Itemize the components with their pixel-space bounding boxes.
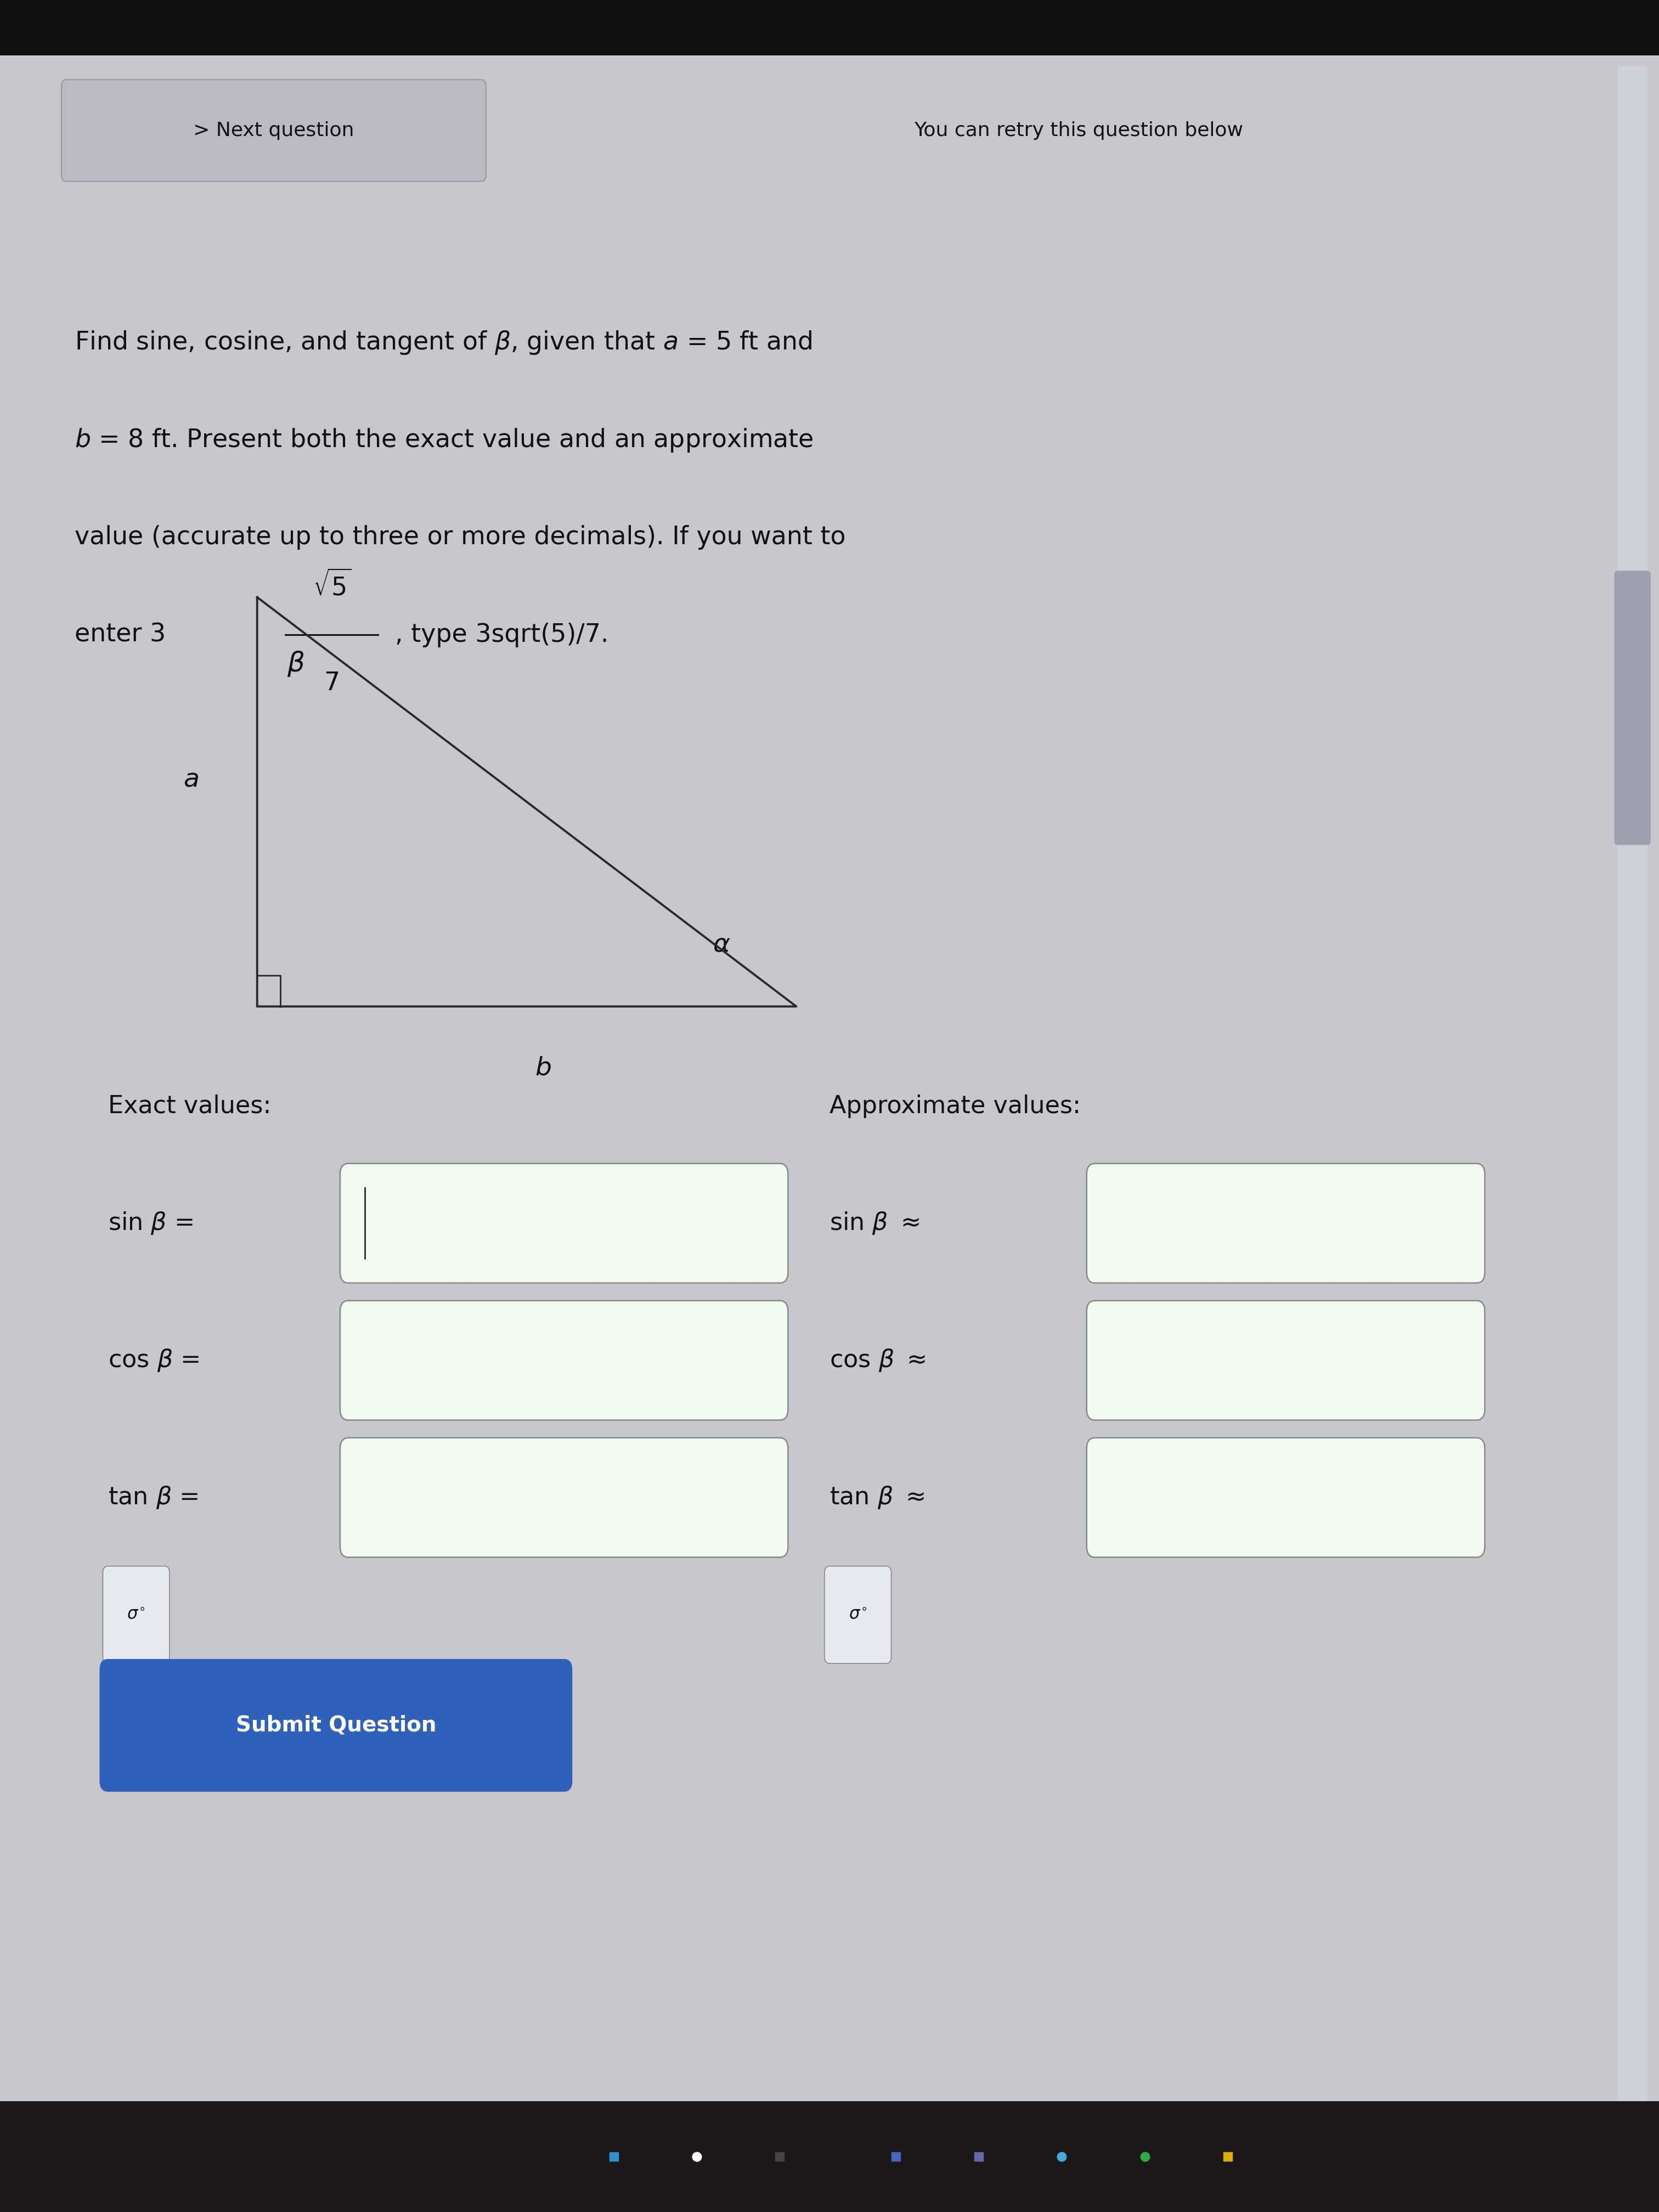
Text: $b$ = 8 ft. Present both the exact value and an approximate: $b$ = 8 ft. Present both the exact value… bbox=[75, 427, 813, 453]
Bar bbox=[0, 0, 1659, 55]
Text: $b$: $b$ bbox=[536, 1055, 551, 1082]
Text: $a$: $a$ bbox=[182, 768, 199, 792]
Text: Find sine, cosine, and tangent of $\beta$, given that $a$ = 5 ft and: Find sine, cosine, and tangent of $\beta… bbox=[75, 330, 813, 356]
Text: $\sigma^{\!\circ}$: $\sigma^{\!\circ}$ bbox=[849, 1606, 868, 1624]
Text: sin $\beta$ $\approx$: sin $\beta$ $\approx$ bbox=[830, 1210, 919, 1237]
FancyBboxPatch shape bbox=[1087, 1438, 1485, 1557]
Text: $\sigma^{\!\circ}$: $\sigma^{\!\circ}$ bbox=[128, 1606, 146, 1624]
Text: Approximate values:: Approximate values: bbox=[830, 1095, 1080, 1117]
Text: cos $\beta$ =: cos $\beta$ = bbox=[108, 1347, 199, 1374]
FancyBboxPatch shape bbox=[100, 1659, 572, 1792]
FancyBboxPatch shape bbox=[61, 80, 486, 181]
Text: $\sqrt{5}$: $\sqrt{5}$ bbox=[312, 571, 352, 602]
Text: > Next question: > Next question bbox=[192, 122, 355, 139]
FancyBboxPatch shape bbox=[1087, 1301, 1485, 1420]
Text: tan $\beta$ =: tan $\beta$ = bbox=[108, 1484, 197, 1511]
Text: $\alpha$: $\alpha$ bbox=[713, 931, 730, 958]
Text: You can retry this question below: You can retry this question below bbox=[914, 122, 1243, 139]
Text: tan $\beta$ $\approx$: tan $\beta$ $\approx$ bbox=[830, 1484, 924, 1511]
Text: sin $\beta$ =: sin $\beta$ = bbox=[108, 1210, 192, 1237]
FancyBboxPatch shape bbox=[825, 1566, 891, 1663]
Text: value (accurate up to three or more decimals). If you want to: value (accurate up to three or more deci… bbox=[75, 524, 846, 551]
Text: , type 3sqrt(5)/7.: , type 3sqrt(5)/7. bbox=[395, 622, 609, 648]
Text: enter 3: enter 3 bbox=[75, 622, 166, 648]
Bar bbox=[0, 2101, 1659, 2212]
Text: 7: 7 bbox=[324, 670, 340, 697]
FancyBboxPatch shape bbox=[103, 1566, 169, 1663]
Text: Submit Question: Submit Question bbox=[236, 1714, 436, 1736]
Text: cos $\beta$ $\approx$: cos $\beta$ $\approx$ bbox=[830, 1347, 926, 1374]
FancyBboxPatch shape bbox=[340, 1301, 788, 1420]
FancyBboxPatch shape bbox=[1087, 1164, 1485, 1283]
Text: Exact values:: Exact values: bbox=[108, 1095, 270, 1117]
FancyBboxPatch shape bbox=[340, 1164, 788, 1283]
Text: $\beta$: $\beta$ bbox=[287, 650, 305, 677]
Bar bbox=[1618, 66, 1647, 2101]
FancyBboxPatch shape bbox=[340, 1438, 788, 1557]
FancyBboxPatch shape bbox=[1614, 571, 1651, 845]
